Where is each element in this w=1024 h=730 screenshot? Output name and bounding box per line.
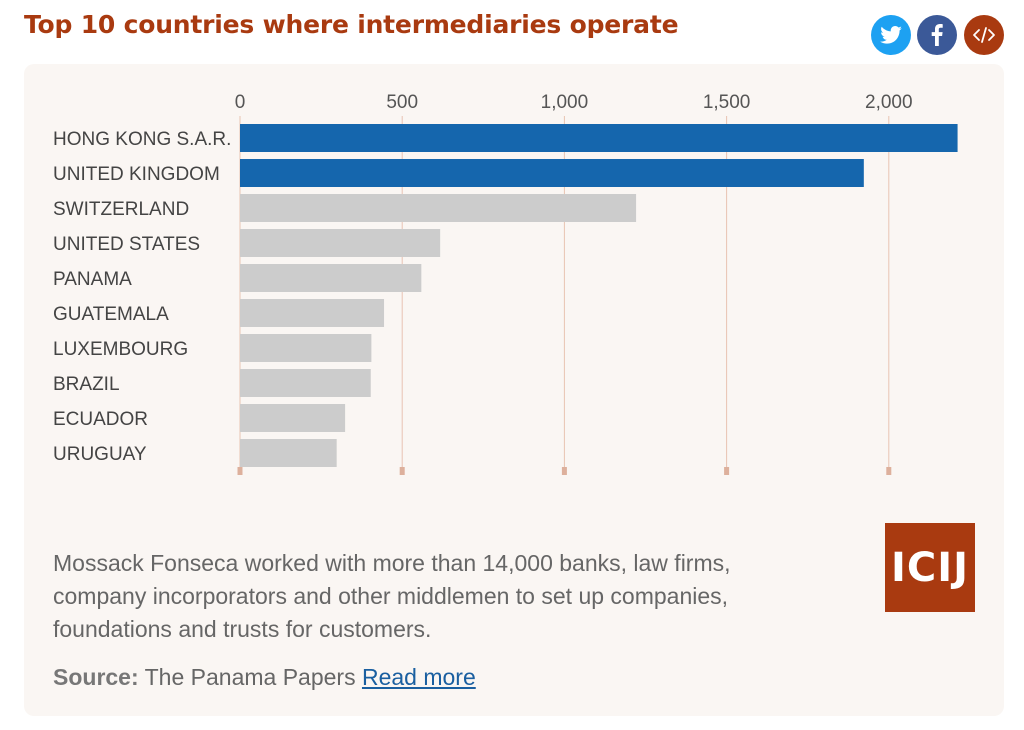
- bar[interactable]: [240, 404, 346, 432]
- bar[interactable]: [240, 194, 637, 222]
- bar[interactable]: [240, 159, 864, 187]
- category-label: UNITED KINGDOM: [53, 164, 220, 185]
- bar-chart: 0 500 1,000 1,500 2,000 HONG KONG S.A.R. UNITE…: [53, 92, 958, 475]
- category-label: LUXEMBOURG: [53, 339, 188, 360]
- x-tick-label: 2,000: [865, 92, 913, 113]
- bar[interactable]: [240, 439, 337, 467]
- x-tick-label: 1,000: [541, 92, 589, 113]
- twitter-icon: [880, 26, 902, 44]
- bar[interactable]: [240, 299, 385, 327]
- facebook-share-button[interactable]: [917, 15, 957, 55]
- x-tick-label: 1,500: [703, 92, 751, 113]
- category-label: SWITZERLAND: [53, 199, 189, 220]
- icij-logo: ICIJ: [885, 523, 975, 612]
- bar[interactable]: [240, 334, 372, 362]
- tick-mark: [561, 467, 567, 475]
- bar[interactable]: [240, 264, 422, 292]
- category-label: ECUADOR: [53, 409, 148, 430]
- category-label: GUATEMALA: [53, 304, 169, 325]
- tick-mark: [724, 467, 730, 475]
- x-tick-label: 0: [235, 92, 246, 113]
- chart-card: 0 500 1,000 1,500 2,000 HONG KONG S.A.R. UNITE…: [24, 64, 1004, 716]
- tick-mark: [399, 467, 405, 475]
- twitter-share-button[interactable]: [871, 15, 911, 55]
- bar[interactable]: [240, 229, 441, 257]
- category-label: UNITED STATES: [53, 234, 200, 255]
- source-text: The Panama Papers: [144, 664, 356, 690]
- facebook-icon: [931, 24, 943, 46]
- tick-mark: [886, 467, 892, 475]
- x-tick-label: 500: [386, 92, 418, 113]
- embed-code-icon: [973, 27, 995, 43]
- chart-title: Top 10 countries where intermediaries op…: [24, 10, 679, 39]
- tick-mark: [237, 467, 243, 475]
- category-label: URUGUAY: [53, 444, 147, 465]
- category-label: HONG KONG S.A.R.: [53, 129, 231, 150]
- chart-description: Mossack Fonseca worked with more than 14…: [53, 550, 731, 642]
- source-label: Source:: [53, 664, 139, 690]
- source-line: Source: The Panama Papers Read more: [53, 664, 476, 691]
- embed-button[interactable]: [964, 15, 1004, 55]
- bar[interactable]: [240, 369, 371, 397]
- category-label: BRAZIL: [53, 374, 120, 395]
- bar[interactable]: [240, 124, 958, 152]
- read-more-link[interactable]: Read more: [361, 664, 476, 690]
- category-label: PANAMA: [53, 269, 132, 290]
